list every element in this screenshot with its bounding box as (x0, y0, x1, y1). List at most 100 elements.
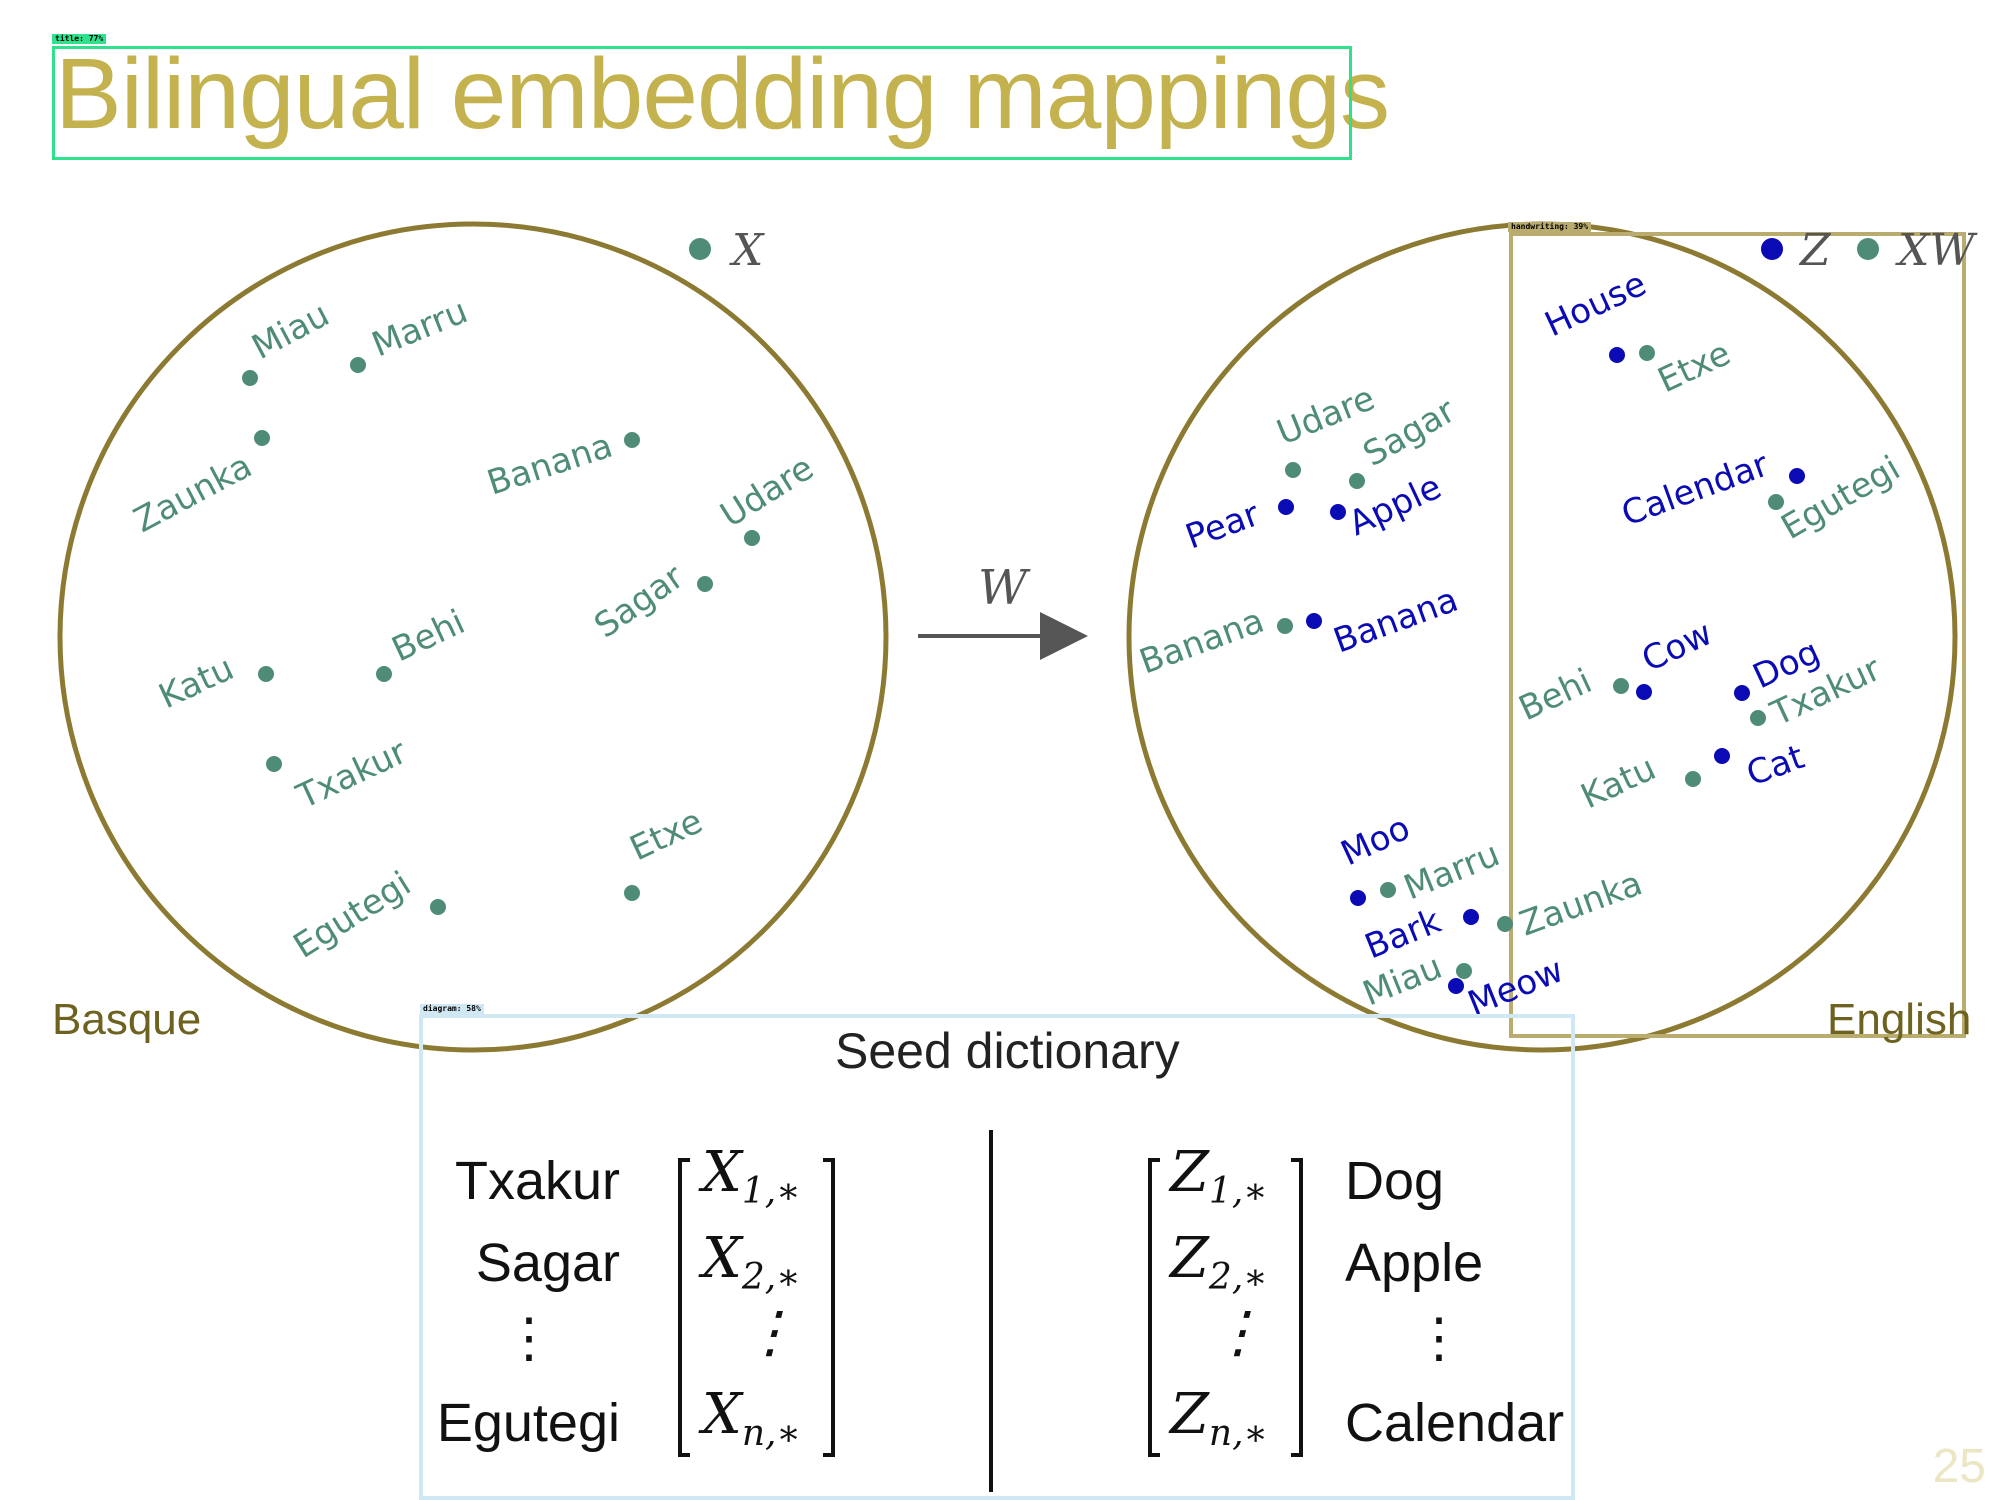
english-word-label: Meow (1462, 950, 1569, 1024)
left-matrix-sub: 1,∗ (741, 1171, 801, 1212)
handwriting-detection-tag: handwriting: 39% (1508, 222, 1592, 232)
right-matrix-row: ⋮ (1210, 1300, 1266, 1372)
mapped-basque-word-label: Katu (1575, 748, 1662, 817)
mapped-legend-symbol: XW (1895, 225, 1978, 276)
left-matrix-base: X (702, 1382, 742, 1447)
right-matrix-row: Z1,∗ (1170, 1140, 1268, 1212)
basque-word-point (430, 899, 446, 915)
basque-word-label: Marru (366, 291, 473, 365)
right-matrix-row: Z2,∗ (1170, 1226, 1268, 1298)
right-matrix-row: Zn,∗ (1170, 1382, 1268, 1454)
basque-word-label: Behi (386, 602, 471, 670)
handwriting-detection-box (1509, 232, 1966, 1038)
english-word-point (1789, 468, 1805, 484)
english-word-point (1448, 978, 1464, 994)
right-matrix-base: ⋮ (1210, 1300, 1266, 1365)
mapped-basque-word-point (1380, 882, 1396, 898)
mapped-basque-word-label: Marru (1398, 834, 1505, 908)
right-matrix-bracket-open (1148, 1158, 1160, 1457)
left-matrix-base: X (702, 1140, 742, 1205)
basque-language-label: Basque (52, 995, 202, 1044)
basque-word-label: Sagar (587, 557, 691, 646)
mapped-basque-word-point (1349, 473, 1365, 489)
basque-word-label: Etxe (624, 801, 709, 869)
english-word-point (1278, 499, 1294, 515)
mapped-basque-word-point (1497, 916, 1513, 932)
left-matrix-row: X2,∗ (702, 1226, 801, 1298)
english-legend-symbol: Z (1798, 225, 1832, 276)
mapping-symbol: W (978, 560, 1031, 616)
mapped-basque-word-point (1285, 462, 1301, 478)
english-word-label: Cat (1741, 737, 1809, 794)
english-word-point (1306, 613, 1322, 629)
seed-dictionary-title: Seed dictionary (835, 1023, 1180, 1079)
basque-word-point (242, 370, 258, 386)
seed-right-word: Apple (1345, 1233, 1484, 1293)
right-matrix-base: Z (1170, 1140, 1209, 1205)
left-matrix-base: X (702, 1226, 742, 1291)
basque-word-label: Zaunka (127, 446, 258, 541)
left-matrix-row: X1,∗ (702, 1140, 801, 1212)
left-matrix-bracket-close (823, 1158, 835, 1457)
seed-right-word: Calendar (1345, 1393, 1565, 1453)
basque-space-circle (57, 221, 889, 1053)
english-word-label: House (1539, 264, 1652, 345)
seed-dictionary-box (419, 1014, 1575, 1500)
mapped-basque-word-point (1750, 710, 1766, 726)
english-word-point (1350, 890, 1366, 906)
basque-word-point (254, 430, 270, 446)
english-language-label: English (1827, 995, 1972, 1044)
mapped-basque-word-point (1639, 345, 1655, 361)
left-matrix-row: ⋮ (742, 1300, 798, 1372)
page-number: 25 (1932, 1440, 1986, 1493)
basque-word-point (376, 666, 392, 682)
english-legend-dot (1761, 238, 1783, 260)
basque-word-point (744, 530, 760, 546)
basque-word-label: Egutegi (287, 864, 418, 967)
left-matrix-row: Xn,∗ (702, 1382, 801, 1454)
mapped-basque-word-point (1768, 494, 1784, 510)
english-word-label: Banana (1328, 580, 1463, 662)
basque-word-point (266, 756, 282, 772)
right-matrix-sub: 2,∗ (1208, 1257, 1268, 1298)
basque-word-label: Banana (482, 426, 617, 504)
mapped-basque-word-point (1277, 618, 1293, 634)
title-detection-box (52, 46, 1352, 160)
seed-right-word: ⋮ (1412, 1308, 1466, 1368)
english-word-point (1734, 685, 1750, 701)
right-matrix-base: Z (1170, 1226, 1209, 1291)
slide-title: Bilingual embedding mappings (55, 38, 1390, 150)
title-detection-tag: title: 77% (52, 34, 107, 44)
mapped-basque-word-label: Etxe (1652, 333, 1737, 401)
english-word-point (1330, 504, 1346, 520)
mapped-basque-word-label: Egutegi (1775, 448, 1907, 548)
english-word-point (1636, 684, 1652, 700)
right-matrix-bracket-close (1291, 1158, 1303, 1457)
basque-word-point (350, 357, 366, 373)
right-matrix-sub: 1,∗ (1208, 1171, 1268, 1212)
mapped-basque-word-point (1685, 771, 1701, 787)
seed-left-word: Egutegi (436, 1393, 620, 1453)
mapped-legend-dot (1857, 238, 1879, 260)
basque-word-point (624, 432, 640, 448)
seed-left-word: Txakur (454, 1151, 620, 1211)
right-matrix-sub: n,∗ (1208, 1413, 1269, 1454)
seed-left-word: ⋮ (502, 1308, 556, 1368)
left-matrix-sub: 2,∗ (741, 1257, 801, 1298)
basque-word-point (697, 576, 713, 592)
left-matrix-bracket-open (678, 1158, 690, 1457)
diagram-detection-tag: diagram: 58% (420, 1004, 484, 1014)
mapped-basque-word-label: Zaunka (1514, 863, 1647, 944)
basque-legend-dot (689, 238, 711, 260)
mapped-basque-word-label: Behi (1513, 661, 1598, 729)
basque-word-label: Katu (153, 648, 240, 717)
mapped-basque-word-point (1456, 963, 1472, 979)
mapped-basque-word-label: Banana (1134, 601, 1269, 683)
seed-left-word: Sagar (475, 1233, 620, 1293)
right-matrix-base: Z (1170, 1382, 1209, 1447)
left-matrix-sub: n,∗ (741, 1413, 801, 1454)
basque-word-label: Udare (714, 448, 821, 536)
